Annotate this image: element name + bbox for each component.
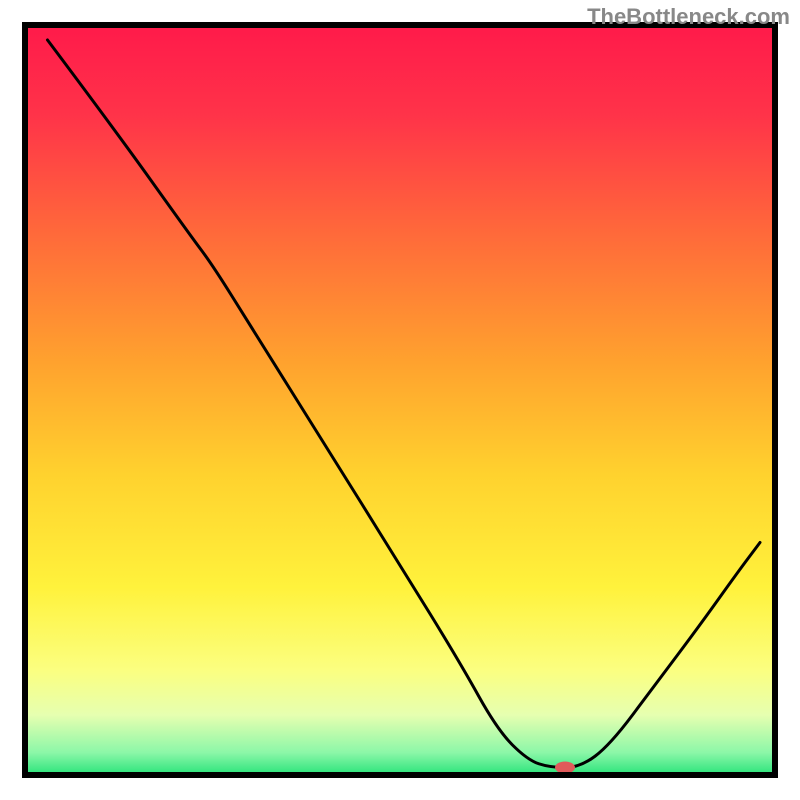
bottleneck-chart (0, 0, 800, 800)
plot-background (25, 25, 775, 775)
chart-container: TheBottleneck.com (0, 0, 800, 800)
minimum-marker (555, 762, 575, 774)
